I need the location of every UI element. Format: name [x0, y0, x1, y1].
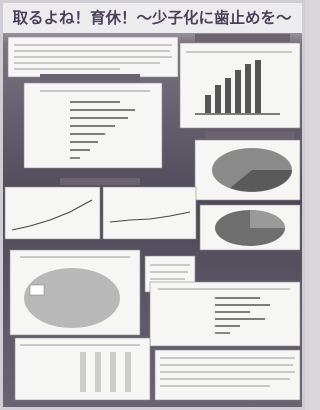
conclusion-text-box	[155, 350, 300, 400]
bottom-table-panel	[15, 338, 150, 400]
bar-chart-panel	[24, 74, 162, 168]
intro-text-box	[8, 37, 178, 77]
horizontal-bar-panel	[150, 282, 300, 346]
bar-3d-chart-panel	[180, 34, 300, 128]
poster-photo: 取るよね！育休！～少子化に歯止めを～	[0, 0, 305, 410]
large-pie-panel	[10, 250, 140, 335]
pie-chart-panel-2	[200, 205, 300, 250]
poster-title: 取るよね！育休！～少子化に歯止めを～	[12, 8, 292, 27]
pie-chart-panel	[195, 132, 300, 200]
page: 取るよね！育休！～少子化に歯止めを～	[0, 0, 305, 410]
